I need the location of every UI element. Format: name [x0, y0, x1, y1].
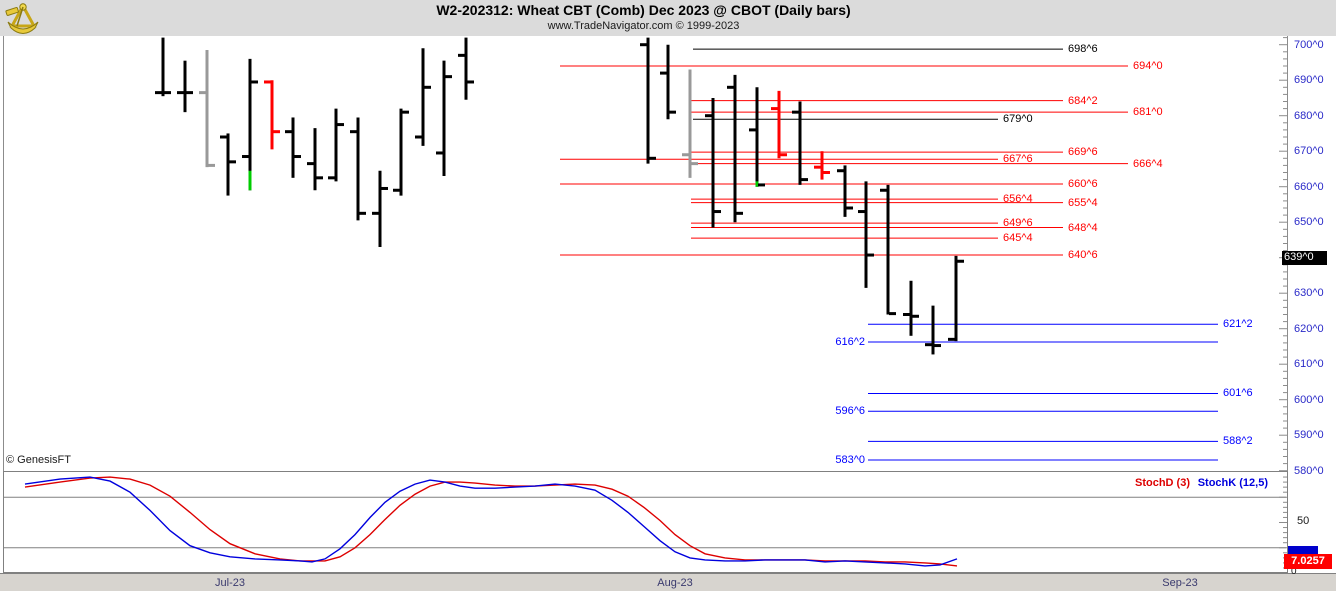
price-axis-label: 690^0 [1294, 74, 1324, 87]
price-axis-label: 650^0 [1294, 216, 1324, 229]
level-label-583^0[interactable]: 583^0 [835, 454, 865, 467]
level-label-601^6[interactable]: 601^6 [1223, 387, 1253, 400]
level-label-648^4[interactable]: 648^4 [1068, 221, 1098, 234]
chart-header: W2-202312: Wheat CBT (Comb) Dec 2023 @ C… [0, 2, 1287, 32]
page-title: W2-202312: Wheat CBT (Comb) Dec 2023 @ C… [436, 2, 851, 18]
level-label-588^2[interactable]: 588^2 [1223, 435, 1253, 448]
page-subtitle: www.TradeNavigator.com © 1999-2023 [547, 20, 740, 32]
level-label-645^4[interactable]: 645^4 [1003, 232, 1033, 245]
genesis-watermark: © GenesisFT [6, 454, 71, 466]
level-label-596^6[interactable]: 596^6 [835, 405, 865, 418]
level-label-621^2[interactable]: 621^2 [1223, 318, 1253, 331]
header-band [0, 0, 1336, 36]
stoch-panel-border [3, 471, 1288, 573]
level-label-684^2[interactable]: 684^2 [1068, 94, 1098, 107]
price-axis-label: 590^0 [1294, 429, 1324, 442]
x-axis-month-label-Sep-23: Sep-23 [1162, 577, 1198, 589]
price-axis-label: 610^0 [1294, 358, 1324, 371]
level-label-640^6[interactable]: 640^6 [1068, 249, 1098, 262]
level-label-660^6[interactable]: 660^6 [1068, 178, 1098, 191]
price-axis-label: 700^0 [1294, 38, 1324, 51]
stochk-legend-label[interactable]: StochK (12,5) [1197, 477, 1268, 489]
stochk-curve[interactable] [24, 476, 958, 567]
level-label-667^6[interactable]: 667^6 [1003, 153, 1033, 166]
level-label-694^0[interactable]: 694^0 [1133, 60, 1163, 72]
price-axis-label: 670^0 [1294, 145, 1324, 158]
sextant-logo-icon [4, 1, 42, 35]
x-axis-month-label-Jul-23: Jul-23 [215, 577, 245, 589]
level-label-655^4[interactable]: 655^4 [1068, 196, 1098, 209]
stochd-curve[interactable] [24, 476, 958, 567]
stoch-axis-50-label: 50 [1297, 515, 1310, 527]
level-label-679^0[interactable]: 679^0 [1003, 113, 1033, 126]
price-axis-label: 660^0 [1294, 180, 1324, 193]
price-axis-label: 620^0 [1294, 322, 1324, 335]
level-label-681^0[interactable]: 681^0 [1133, 106, 1163, 119]
stochd-value-badge: 7.0257 [1284, 554, 1332, 569]
stoch-axis-0-label: 0 [1291, 566, 1297, 577]
price-axis-label: 680^0 [1294, 109, 1324, 122]
price-axis-label: 630^0 [1294, 287, 1324, 300]
price-axis-label: 580^0 [1294, 464, 1324, 477]
level-label-698^6[interactable]: 698^6 [1068, 43, 1098, 56]
level-label-666^4[interactable]: 666^4 [1133, 157, 1163, 170]
level-label-616^2[interactable]: 616^2 [835, 336, 865, 348]
price-axis-label: 600^0 [1294, 393, 1324, 406]
level-label-649^6[interactable]: 649^6 [1003, 217, 1033, 230]
last-price-badge: 639^0 [1282, 251, 1327, 265]
x-axis-band [0, 573, 1336, 591]
level-label-669^6[interactable]: 669^6 [1068, 146, 1098, 159]
level-label-656^4[interactable]: 656^4 [1003, 193, 1033, 206]
stochd-legend-label[interactable]: StochD (3) [1135, 477, 1190, 489]
x-axis-month-label-Aug-23: Aug-23 [657, 577, 693, 589]
